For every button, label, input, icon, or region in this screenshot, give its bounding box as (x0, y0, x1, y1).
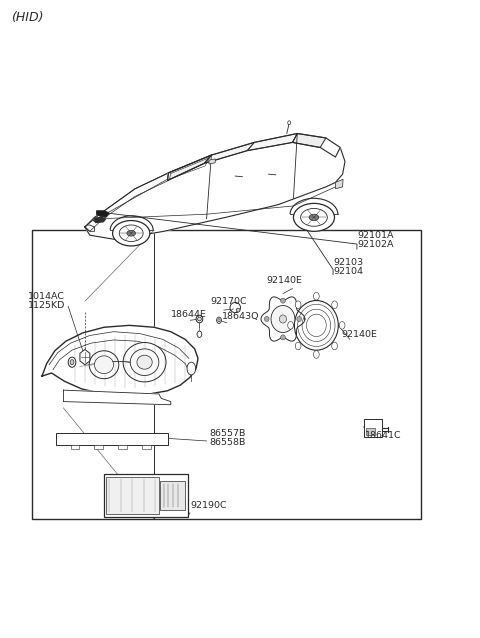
Ellipse shape (281, 335, 285, 340)
Text: 86557B: 86557B (209, 429, 245, 438)
Polygon shape (95, 218, 106, 223)
Ellipse shape (230, 302, 240, 313)
Ellipse shape (281, 298, 285, 303)
Ellipse shape (297, 316, 301, 322)
Ellipse shape (113, 221, 150, 246)
Text: 86558B: 86558B (209, 438, 245, 447)
Ellipse shape (119, 225, 143, 242)
Text: 92140E: 92140E (266, 276, 302, 285)
Text: 1014AC: 1014AC (28, 292, 65, 301)
Ellipse shape (137, 355, 152, 369)
Ellipse shape (309, 214, 319, 221)
Polygon shape (336, 179, 343, 189)
Ellipse shape (264, 316, 269, 322)
Polygon shape (247, 133, 297, 151)
Polygon shape (97, 211, 109, 217)
Polygon shape (209, 159, 215, 164)
Circle shape (68, 357, 76, 367)
Text: 92104: 92104 (333, 267, 363, 276)
Circle shape (295, 301, 301, 309)
Ellipse shape (197, 331, 202, 338)
Text: 92190C: 92190C (191, 501, 228, 510)
Bar (104, 474, 188, 517)
Text: 18644E: 18644E (171, 310, 207, 319)
Polygon shape (292, 133, 326, 147)
Ellipse shape (294, 300, 338, 350)
Polygon shape (204, 142, 254, 163)
Bar (71, 445, 79, 449)
Ellipse shape (216, 317, 221, 323)
Polygon shape (42, 325, 198, 395)
Circle shape (313, 292, 319, 300)
Bar (365, 428, 375, 434)
Circle shape (339, 322, 345, 329)
Ellipse shape (218, 319, 220, 322)
Text: 92140E: 92140E (341, 330, 377, 339)
Bar (56, 433, 168, 445)
Text: 1125KD: 1125KD (28, 301, 65, 310)
Ellipse shape (279, 315, 287, 323)
Text: 92101A: 92101A (357, 231, 394, 241)
Ellipse shape (127, 230, 135, 236)
Circle shape (70, 360, 74, 365)
Polygon shape (63, 390, 171, 404)
Text: 92170C: 92170C (210, 297, 247, 306)
Text: 18643Q: 18643Q (222, 312, 259, 321)
Bar (95, 445, 103, 449)
Ellipse shape (89, 351, 119, 379)
Ellipse shape (271, 306, 295, 332)
Ellipse shape (300, 209, 327, 226)
Text: 92103: 92103 (333, 258, 363, 267)
Polygon shape (80, 350, 90, 365)
Circle shape (332, 301, 337, 309)
Circle shape (288, 322, 293, 329)
Polygon shape (261, 297, 305, 341)
Bar (142, 445, 151, 449)
Ellipse shape (293, 204, 335, 232)
Ellipse shape (236, 308, 240, 312)
Bar (33, 230, 421, 519)
Bar (118, 445, 127, 449)
Bar (107, 477, 159, 514)
Bar (364, 419, 382, 436)
Polygon shape (85, 133, 345, 240)
Circle shape (332, 342, 337, 350)
Ellipse shape (123, 343, 166, 382)
Text: 92102A: 92102A (357, 240, 394, 249)
Ellipse shape (187, 362, 196, 375)
Ellipse shape (95, 356, 114, 374)
Ellipse shape (198, 317, 201, 321)
Circle shape (295, 342, 301, 350)
Polygon shape (168, 133, 340, 181)
Polygon shape (94, 216, 106, 223)
Bar (154, 230, 421, 519)
Text: 18641C: 18641C (365, 431, 402, 440)
Bar (160, 481, 185, 510)
Circle shape (288, 121, 290, 124)
Polygon shape (168, 155, 211, 181)
Circle shape (313, 351, 319, 359)
Text: (HID): (HID) (11, 11, 43, 24)
Ellipse shape (196, 315, 203, 323)
Ellipse shape (130, 349, 159, 376)
